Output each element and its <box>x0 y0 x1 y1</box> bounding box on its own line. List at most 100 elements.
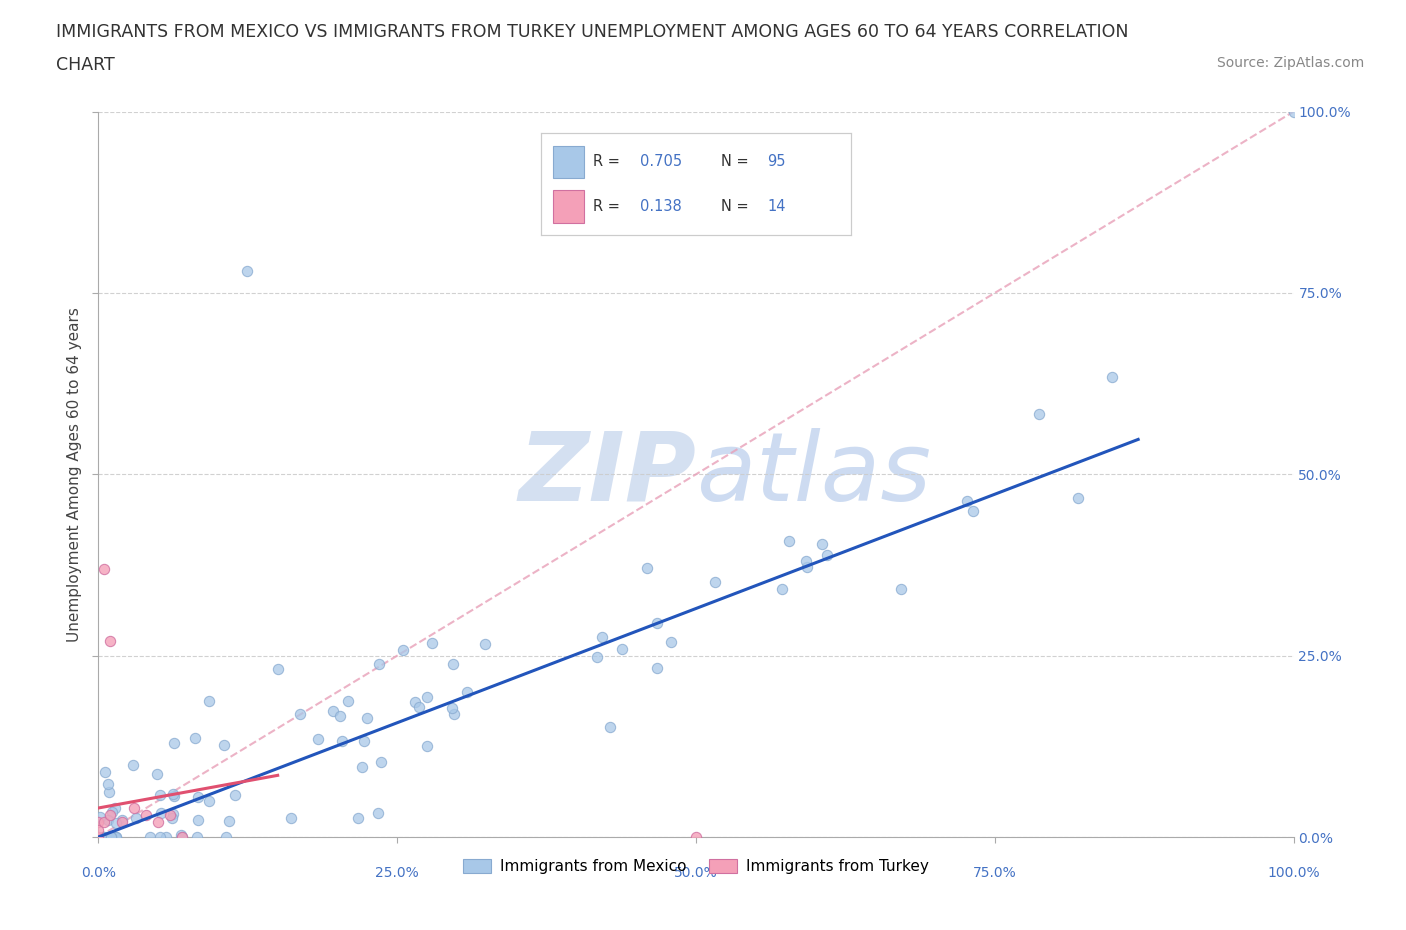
Point <box>685 830 707 844</box>
Point <box>162 787 184 802</box>
Point <box>796 553 818 568</box>
Point <box>215 830 238 844</box>
Point <box>356 711 378 725</box>
Point <box>111 813 134 828</box>
Point <box>148 815 170 830</box>
Point <box>172 830 194 844</box>
Point <box>599 720 621 735</box>
Point <box>146 766 169 781</box>
Point <box>610 642 633 657</box>
Point <box>659 634 682 649</box>
Point <box>218 814 240 829</box>
Point <box>104 801 127 816</box>
Text: ZIP: ZIP <box>517 428 696 521</box>
Point <box>811 537 834 551</box>
Text: 100.0%: 100.0% <box>1267 866 1320 880</box>
Point <box>125 811 148 826</box>
Point <box>163 789 186 804</box>
Point <box>100 830 122 844</box>
Point <box>280 810 302 825</box>
Point <box>645 616 668 631</box>
Point <box>149 788 172 803</box>
Point <box>703 574 725 589</box>
Point <box>104 830 127 844</box>
Point <box>91 830 114 844</box>
Point <box>89 810 111 825</box>
Point <box>97 785 120 800</box>
Text: 25.0%: 25.0% <box>375 866 419 880</box>
Point <box>337 693 360 708</box>
Point <box>443 707 465 722</box>
Point <box>212 738 235 753</box>
Point <box>93 561 115 576</box>
Point <box>122 758 145 773</box>
Point <box>184 730 207 745</box>
Point <box>347 811 370 826</box>
Point <box>138 830 160 844</box>
Point <box>288 706 311 721</box>
Point <box>159 808 181 823</box>
Point <box>416 738 439 753</box>
Point <box>87 822 110 837</box>
Point <box>956 494 979 509</box>
Point <box>370 754 392 769</box>
Point <box>474 636 496 651</box>
Point <box>162 806 184 821</box>
Point <box>330 734 353 749</box>
Point <box>307 732 329 747</box>
Point <box>93 830 115 844</box>
Point <box>97 830 120 844</box>
Point <box>87 830 110 844</box>
Point <box>87 815 110 830</box>
Point <box>94 764 117 779</box>
Text: 50.0%: 50.0% <box>673 866 718 880</box>
Point <box>456 684 478 699</box>
Point <box>97 813 120 828</box>
Point <box>187 813 209 828</box>
Point <box>1067 490 1090 505</box>
Point <box>104 830 127 844</box>
Point <box>408 700 430 715</box>
Point <box>97 777 120 791</box>
Point <box>105 816 128 830</box>
Text: CHART: CHART <box>56 56 115 73</box>
Point <box>198 694 221 709</box>
Point <box>100 804 122 819</box>
Point <box>124 801 146 816</box>
Point <box>100 830 122 844</box>
Point <box>420 635 443 650</box>
Point <box>352 760 374 775</box>
Point <box>443 657 465 671</box>
Point <box>224 788 246 803</box>
Point <box>197 793 219 808</box>
Point <box>149 830 172 844</box>
Point <box>135 808 157 823</box>
Point <box>98 633 122 648</box>
Point <box>93 815 115 830</box>
Point <box>796 560 818 575</box>
Point <box>267 661 290 676</box>
Point <box>98 830 121 844</box>
Point <box>96 830 118 844</box>
Point <box>368 657 391 671</box>
Point <box>815 547 838 562</box>
Point <box>416 689 439 704</box>
Text: Source: ZipAtlas.com: Source: ZipAtlas.com <box>1216 56 1364 70</box>
Y-axis label: Unemployment Among Ages 60 to 64 years: Unemployment Among Ages 60 to 64 years <box>66 307 82 642</box>
Point <box>236 264 259 279</box>
Text: IMMIGRANTS FROM MEXICO VS IMMIGRANTS FROM TURKEY UNEMPLOYMENT AMONG AGES 60 TO 6: IMMIGRANTS FROM MEXICO VS IMMIGRANTS FRO… <box>56 23 1129 41</box>
Point <box>329 708 352 723</box>
Text: 0.0%: 0.0% <box>82 866 115 880</box>
Point <box>441 700 464 715</box>
Point <box>1101 369 1123 384</box>
Point <box>98 808 122 823</box>
Point <box>187 790 209 804</box>
Point <box>104 830 127 844</box>
Text: atlas: atlas <box>696 428 931 521</box>
Point <box>149 805 172 820</box>
Point <box>155 830 177 844</box>
Point <box>404 695 426 710</box>
Point <box>392 643 415 658</box>
Point <box>962 503 984 518</box>
Point <box>160 810 183 825</box>
